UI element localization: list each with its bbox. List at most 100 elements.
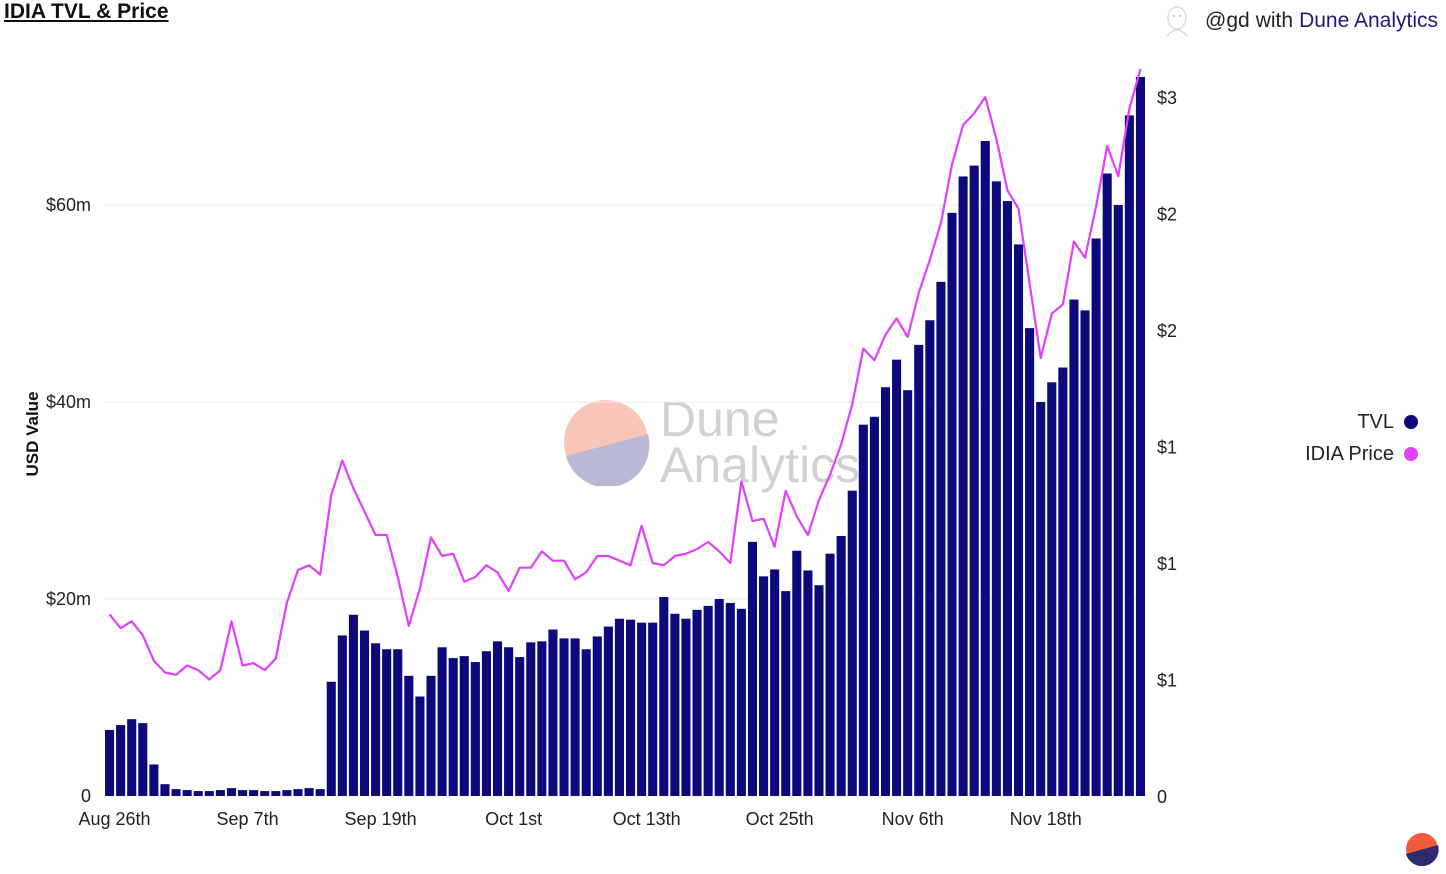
tvl-bar[interactable] bbox=[171, 789, 181, 796]
tvl-bar[interactable] bbox=[371, 643, 381, 796]
tvl-bar[interactable] bbox=[348, 614, 358, 796]
tvl-bar[interactable] bbox=[182, 790, 192, 796]
tvl-bar[interactable] bbox=[747, 541, 758, 796]
price-series-line[interactable] bbox=[108, 68, 1142, 681]
tvl-bar[interactable] bbox=[625, 619, 636, 796]
tvl-bar[interactable] bbox=[1013, 244, 1024, 796]
tvl-bar[interactable] bbox=[1135, 76, 1146, 796]
tvl-bar[interactable] bbox=[570, 638, 580, 796]
tvl-bar[interactable] bbox=[1080, 310, 1090, 796]
tvl-bar[interactable] bbox=[847, 490, 857, 796]
tvl-bar[interactable] bbox=[104, 730, 115, 796]
tvl-bar[interactable] bbox=[947, 212, 957, 796]
tvl-bar[interactable] bbox=[1036, 402, 1046, 796]
tvl-bar[interactable] bbox=[803, 570, 813, 796]
tvl-bar[interactable] bbox=[603, 626, 613, 796]
tvl-bar[interactable] bbox=[903, 390, 913, 796]
tvl-bar[interactable] bbox=[359, 630, 370, 796]
tvl-bar[interactable] bbox=[293, 789, 303, 796]
tvl-bar[interactable] bbox=[648, 622, 658, 796]
tvl-bar[interactable] bbox=[393, 649, 403, 796]
tvl-bar[interactable] bbox=[238, 790, 248, 796]
tvl-bar[interactable] bbox=[1058, 367, 1068, 796]
tvl-bar[interactable] bbox=[226, 788, 237, 796]
tvl-bar[interactable] bbox=[127, 719, 137, 796]
tvl-bar[interactable] bbox=[581, 649, 591, 796]
tvl-bar[interactable] bbox=[991, 181, 1001, 797]
tvl-bar[interactable] bbox=[337, 635, 347, 796]
tvl-bar[interactable] bbox=[1102, 173, 1112, 797]
tvl-bar[interactable] bbox=[770, 569, 780, 796]
chart-title[interactable]: IDIA TVL & Price bbox=[4, 0, 169, 23]
tvl-bar[interactable] bbox=[659, 597, 669, 796]
tvl-bar[interactable] bbox=[925, 320, 935, 796]
tvl-bar[interactable] bbox=[282, 790, 292, 796]
tvl-bar[interactable] bbox=[138, 723, 148, 796]
tvl-bar[interactable] bbox=[869, 416, 879, 796]
tvl-bar[interactable] bbox=[914, 344, 924, 796]
tvl-bar[interactable] bbox=[692, 609, 702, 796]
tvl-bar[interactable] bbox=[404, 675, 414, 796]
tvl-bar[interactable] bbox=[548, 629, 558, 796]
dune-corner-logo-icon[interactable] bbox=[1405, 832, 1439, 866]
tvl-bar[interactable] bbox=[725, 602, 735, 796]
tvl-bar[interactable] bbox=[116, 725, 126, 796]
tvl-bar[interactable] bbox=[714, 599, 724, 796]
tvl-bar[interactable] bbox=[1113, 205, 1123, 796]
tvl-bar[interactable] bbox=[271, 791, 281, 796]
tvl-bar[interactable] bbox=[470, 662, 480, 796]
tvl-bar[interactable] bbox=[814, 585, 824, 796]
tvl-bar[interactable] bbox=[260, 791, 270, 796]
tvl-bar[interactable] bbox=[160, 784, 170, 796]
tvl-bar[interactable] bbox=[1091, 238, 1101, 797]
tvl-bar[interactable] bbox=[1124, 115, 1134, 797]
tvl-bar[interactable] bbox=[936, 281, 946, 797]
tvl-bar[interactable] bbox=[204, 791, 214, 796]
tvl-bar[interactable] bbox=[492, 641, 503, 796]
tvl-bar[interactable] bbox=[1069, 299, 1079, 796]
tvl-bar[interactable] bbox=[614, 618, 625, 796]
dune-analytics-link[interactable]: Dune Analytics bbox=[1299, 9, 1438, 32]
tvl-bar[interactable] bbox=[880, 387, 891, 796]
tvl-bar[interactable] bbox=[459, 656, 469, 796]
tvl-bar[interactable] bbox=[315, 789, 325, 796]
tvl-bar[interactable] bbox=[592, 636, 602, 796]
tvl-bar[interactable] bbox=[515, 657, 525, 796]
tvl-bar[interactable] bbox=[969, 165, 979, 797]
tvl-bar[interactable] bbox=[559, 638, 569, 796]
tvl-bar[interactable] bbox=[448, 658, 458, 796]
author-handle[interactable]: @gd bbox=[1205, 9, 1250, 32]
tvl-bar[interactable] bbox=[326, 681, 336, 796]
tvl-bar[interactable] bbox=[670, 613, 680, 796]
tvl-bar[interactable] bbox=[637, 622, 647, 796]
tvl-bar[interactable] bbox=[858, 424, 868, 796]
tvl-bar[interactable] bbox=[958, 176, 968, 796]
tvl-bar[interactable] bbox=[1002, 201, 1012, 796]
legend-item-tvl[interactable]: TVL bbox=[1305, 406, 1418, 438]
tvl-bar[interactable] bbox=[537, 641, 547, 796]
tvl-bar[interactable] bbox=[481, 651, 491, 796]
tvl-bar[interactable] bbox=[526, 642, 536, 796]
tvl-bar[interactable] bbox=[825, 553, 835, 796]
tvl-bar[interactable] bbox=[980, 140, 990, 797]
tvl-bar[interactable] bbox=[836, 535, 846, 796]
tvl-bar[interactable] bbox=[415, 696, 425, 796]
tvl-bar[interactable] bbox=[215, 790, 225, 796]
legend-item-price[interactable]: IDIA Price bbox=[1305, 438, 1418, 470]
tvl-bar[interactable] bbox=[1025, 328, 1035, 796]
tvl-bar[interactable] bbox=[437, 647, 447, 796]
tvl-bar[interactable] bbox=[792, 550, 802, 796]
tvl-bar[interactable] bbox=[504, 647, 514, 796]
tvl-bar[interactable] bbox=[382, 649, 392, 796]
tvl-bar[interactable] bbox=[149, 764, 159, 796]
tvl-bar[interactable] bbox=[781, 591, 791, 796]
tvl-bar[interactable] bbox=[759, 576, 769, 796]
tvl-bar[interactable] bbox=[1047, 382, 1057, 796]
tvl-bar[interactable] bbox=[892, 359, 902, 796]
tvl-bar[interactable] bbox=[681, 618, 691, 796]
tvl-bar[interactable] bbox=[249, 790, 259, 796]
tvl-bar[interactable] bbox=[193, 791, 203, 796]
tvl-bar[interactable] bbox=[426, 675, 436, 796]
tvl-bar[interactable] bbox=[703, 605, 713, 796]
tvl-bar[interactable] bbox=[304, 788, 314, 796]
